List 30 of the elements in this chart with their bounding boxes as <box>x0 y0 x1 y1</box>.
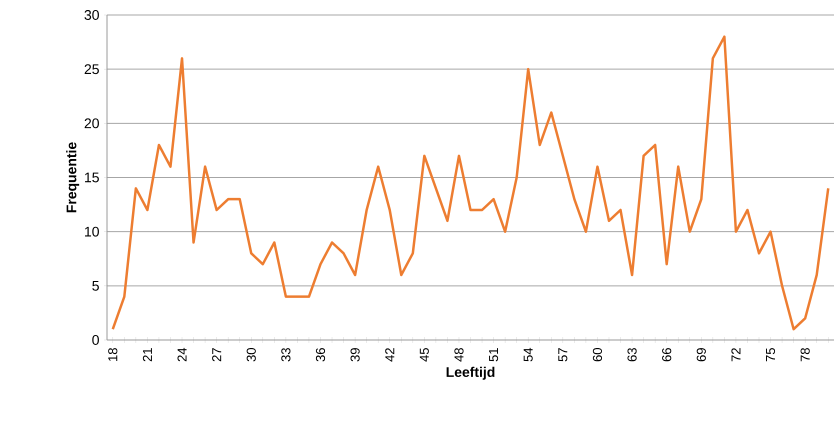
x-axis-title: Leeftijd <box>446 366 494 380</box>
x-tick-label: 24 <box>177 348 187 362</box>
x-tick-label: 69 <box>696 348 706 362</box>
x-tick-label: 75 <box>766 348 776 362</box>
x-tick-label: 21 <box>142 348 152 362</box>
y-tick-label: 30 <box>84 10 99 20</box>
x-tick-label: 51 <box>489 348 498 362</box>
x-tick-label: 48 <box>454 348 464 362</box>
x-tick-label: 72 <box>731 348 740 362</box>
y-axis-title: Frequentie <box>66 142 80 212</box>
x-tick-label: 60 <box>592 348 602 362</box>
x-tick-label: 36 <box>316 348 326 362</box>
y-tick-label: 20 <box>84 118 99 128</box>
y-tick-label: 10 <box>85 226 99 237</box>
x-tick-label: 18 <box>108 348 118 361</box>
x-tick-label: 78 <box>800 348 810 362</box>
x-tick-label: 39 <box>350 348 360 362</box>
x-tick-label: 45 <box>420 348 429 362</box>
x-tick-label: 63 <box>627 348 637 362</box>
x-tick-label: 27 <box>212 348 222 362</box>
x-tick-label: 30 <box>246 348 256 362</box>
x-tick-label: 33 <box>281 348 290 362</box>
y-tick-label: 0 <box>92 335 99 345</box>
y-tick-label: 5 <box>92 280 99 291</box>
x-tick-label: 42 <box>385 348 394 362</box>
x-tick-label: 66 <box>662 348 672 362</box>
x-tick-label: 57 <box>558 348 568 362</box>
x-tick-label: 54 <box>524 348 533 362</box>
y-tick-label: 25 <box>84 64 99 74</box>
y-tick-label: 15 <box>85 172 99 182</box>
